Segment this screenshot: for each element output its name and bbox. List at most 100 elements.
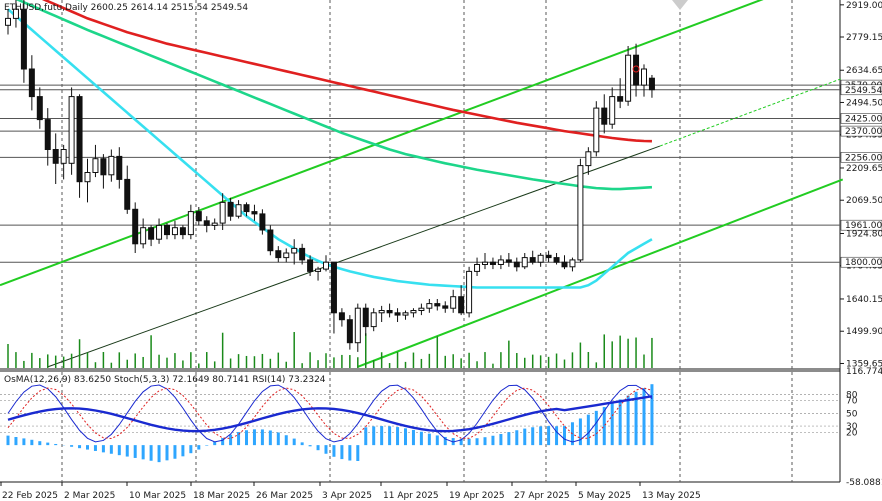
candle-body: [315, 268, 322, 272]
price-tick-label: 2494.50: [846, 98, 882, 108]
candles: [5, 0, 655, 352]
candle-body: [219, 201, 226, 224]
stoch-main-line: [7, 384, 653, 443]
candle-body: [370, 312, 377, 328]
candle-body: [267, 229, 274, 252]
date-label: 3 Apr 2025: [322, 491, 372, 501]
candle-body: [44, 119, 51, 150]
upper-channel-line: [0, 0, 764, 287]
rsi-line: [7, 395, 653, 433]
candle-body: [569, 259, 576, 268]
candle-body: [12, 8, 19, 19]
candle-body: [497, 259, 504, 265]
indicator-panel: [0, 371, 840, 482]
candle-body: [179, 227, 186, 236]
price-tick-label: 2779.15: [846, 33, 882, 43]
candle-body: [593, 107, 600, 153]
price-tick-label: 1499.90: [846, 327, 882, 337]
ohlc-values: 2600.25 2614.14 2515.54 2549.54: [91, 3, 249, 13]
candle-body: [641, 68, 647, 86]
candle-body: [529, 257, 536, 263]
indicator-header: OsMA(12,26,9) 83.6250 Stoch(5,3,3) 72.16…: [4, 375, 326, 385]
scroll-arrow-icon: [672, 0, 688, 10]
candle-body: [378, 310, 385, 314]
candle-body: [426, 303, 433, 309]
volume-bars: [7, 332, 653, 368]
candle-body: [609, 96, 616, 125]
candle-body: [450, 296, 457, 309]
date-label: 13 May 2025: [642, 491, 701, 501]
candle-body: [36, 96, 43, 121]
candle-body: [132, 208, 139, 245]
candle-body: [28, 68, 35, 98]
candle-body: [5, 17, 11, 26]
candle-body: [156, 224, 163, 240]
indicator-tick-label: 20: [846, 428, 858, 438]
date-label: 19 Apr 2025: [449, 491, 505, 501]
candle-body: [124, 178, 131, 210]
indicator-tick-label: -58.0881: [846, 478, 882, 488]
candle-body: [442, 305, 449, 309]
level-label: 2549.54: [845, 86, 882, 96]
candle-body: [386, 310, 393, 314]
candle-body: [211, 222, 218, 226]
candle-body: [513, 261, 520, 268]
candle-body: [577, 165, 584, 261]
date-label: 27 Apr 2025: [514, 491, 570, 501]
level-label-box: [840, 256, 882, 268]
level-label: 2425.00: [845, 114, 882, 124]
candle-body: [243, 204, 250, 213]
candle-body: [116, 155, 123, 180]
level-label: 2256.00: [845, 153, 882, 163]
candle-body: [140, 227, 147, 245]
candle-body: [108, 155, 115, 176]
candle-body: [195, 211, 202, 222]
alert-marker: [632, 65, 640, 73]
date-label: 22 Feb 2025: [2, 491, 58, 501]
candle-body: [68, 96, 75, 164]
candle-body: [545, 254, 552, 259]
candle-body: [60, 149, 67, 164]
indicator-tick-label: 30: [846, 422, 858, 432]
candle-body: [458, 296, 465, 314]
candle-body: [275, 250, 282, 259]
candle-body: [474, 264, 481, 272]
candle-body: [259, 213, 266, 231]
candle-body: [283, 252, 290, 259]
candle-body: [418, 307, 425, 312]
candle-body: [323, 261, 329, 270]
date-label: 10 Mar 2025: [129, 491, 186, 501]
candle-body: [338, 312, 345, 321]
level-label-box: [840, 125, 882, 137]
candle-body: [330, 261, 337, 314]
price-tick-label: 1640.15: [846, 295, 882, 305]
price-tick-label: 1359.65: [846, 359, 882, 369]
level-label: 1800.00: [845, 258, 882, 268]
candle-body: [402, 312, 409, 316]
candle-body: [394, 312, 401, 316]
candle-body: [466, 270, 473, 314]
candle-body: [52, 149, 59, 164]
candle-body: [307, 259, 314, 272]
level-label-box: [840, 152, 882, 163]
candle-body: [100, 158, 107, 176]
candle-body: [84, 172, 91, 183]
candle-body: [648, 77, 655, 91]
candle-body: [291, 247, 298, 254]
date-label: 2 Mar 2025: [64, 491, 115, 501]
price-tick-label: 2069.50: [846, 196, 882, 206]
level-label: 1961.00: [845, 221, 882, 231]
level-label-box: [840, 113, 882, 124]
candle-body: [164, 224, 170, 236]
price-tick-label: 1924.80: [846, 229, 882, 239]
lower-channel-line: [357, 178, 844, 368]
indicator-tick-label: 50: [846, 409, 858, 419]
symbol-label: ETHUSD,futu,Daily: [4, 3, 91, 13]
candle-body: [585, 151, 592, 167]
candle-body: [76, 96, 83, 183]
candle-body: [299, 247, 306, 261]
price-tick-label: 2209.65: [846, 164, 882, 174]
level-label-box: [840, 219, 882, 231]
